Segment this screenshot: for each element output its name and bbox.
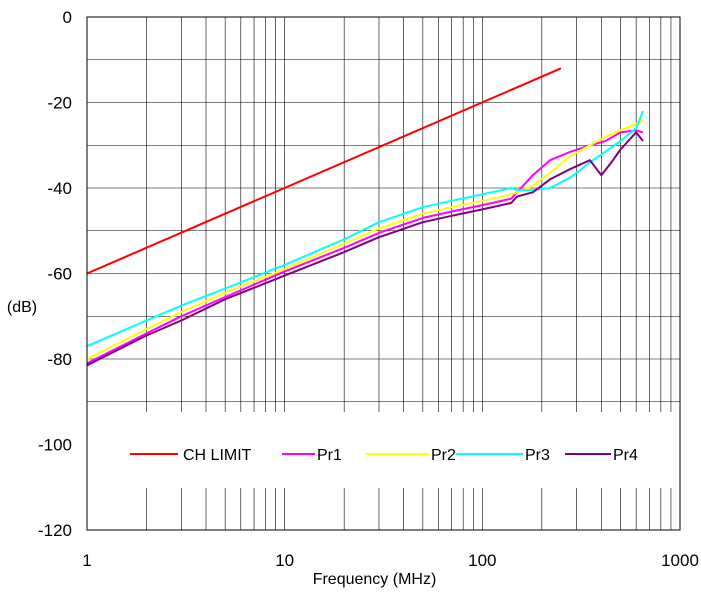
legend: CH LIMIT Pr1 Pr2 Pr3 Pr4 [130, 447, 638, 464]
x-tick-label: 1000 [661, 551, 699, 570]
x-axis-label: Frequency (MHz) [313, 571, 437, 588]
x-tick-labels: 1 10 100 1000 [82, 551, 699, 570]
series-line-pr3 [86, 110, 644, 348]
series-line-pr1 [86, 129, 644, 365]
series-line-pr2 [86, 118, 644, 360]
x-tick-label: 100 [468, 551, 496, 570]
series-line-pr4 [86, 131, 644, 367]
y-tick-label: -20 [47, 94, 72, 113]
x-tick-label: 10 [275, 551, 294, 570]
series-layer [86, 67, 644, 367]
y-axis-label: (dB) [7, 299, 37, 316]
y-tick-label: -80 [47, 350, 72, 369]
y-tick-label: -60 [47, 265, 72, 284]
y-tick-label: -100 [38, 436, 72, 455]
series-line-ch-limit [86, 67, 562, 275]
plot-frame [86, 16, 681, 531]
y-tick-label: -40 [47, 179, 72, 198]
y-tick-label: 0 [63, 8, 72, 27]
x-tick-label: 1 [82, 551, 91, 570]
y-tick-labels: 0 -20 -40 -60 -80 -100 -120 [38, 8, 72, 540]
y-tick-label: -120 [38, 521, 72, 540]
legend-label: CH LIMIT [183, 447, 252, 464]
legend-label: Pr2 [431, 447, 456, 464]
legend-label: Pr4 [613, 447, 638, 464]
legend-label: Pr3 [525, 447, 550, 464]
legend-label: Pr1 [317, 447, 342, 464]
